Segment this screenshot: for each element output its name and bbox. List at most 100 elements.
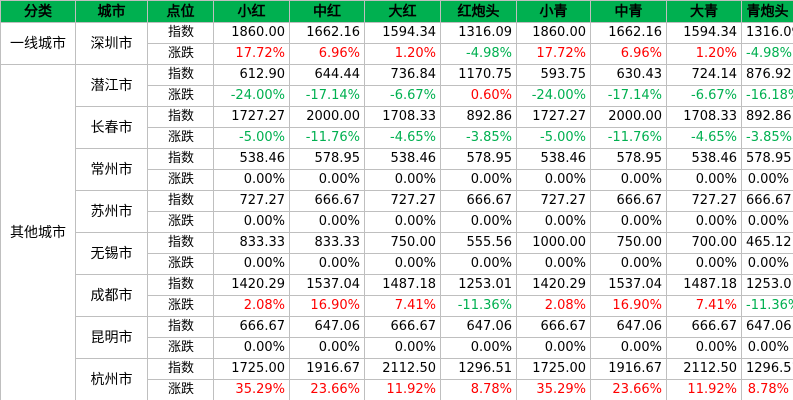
value-cell: 727.27 <box>666 190 742 212</box>
header-cell: 城市 <box>75 0 148 23</box>
metric-label: 涨跌 <box>147 379 214 400</box>
value-cell: 666.67 <box>666 316 742 338</box>
header-cell: 小青 <box>516 0 591 23</box>
metric-label: 指数 <box>147 64 214 86</box>
value-cell: 1860.00 <box>213 22 290 44</box>
city-cell: 昆明市 <box>75 316 148 359</box>
value-cell: 0.00% <box>590 337 667 359</box>
value-cell: 555.56 <box>440 232 517 254</box>
value-cell: -6.67% <box>364 85 441 107</box>
value-cell: 1487.18 <box>364 274 441 296</box>
value-cell: 666.67 <box>741 190 793 212</box>
value-cell: 0.00% <box>741 253 793 275</box>
category-cell: 其他城市 <box>0 64 76 400</box>
table-row: 一线城市 深圳市 指数 1860.00 1662.16 1594.34 1316.09 186… <box>0 22 793 65</box>
value-cell: 700.00 <box>666 232 742 254</box>
city-cell: 杭州市 <box>75 358 148 400</box>
value-cell: 0.00% <box>289 211 365 233</box>
value-cell: 2112.50 <box>364 358 441 380</box>
value-cell: 593.75 <box>516 64 591 86</box>
table-row: 苏州市 指数 727.27 666.67 727.27 666.67 727.27 666.6… <box>1 190 793 233</box>
value-cell: 7.41% <box>666 295 742 317</box>
value-cell: 666.67 <box>440 190 517 212</box>
value-cell: 727.27 <box>213 190 290 212</box>
value-cell: 0.00% <box>741 337 793 359</box>
metric-label: 指数 <box>147 316 214 338</box>
value-cell: 1594.34 <box>666 22 742 44</box>
value-cell: 1662.16 <box>289 22 365 44</box>
value-cell: 666.67 <box>213 316 290 338</box>
value-cell: 736.84 <box>364 64 441 86</box>
value-cell: 0.00% <box>289 337 365 359</box>
city-cell: 无锡市 <box>75 232 148 275</box>
value-cell: 6.96% <box>289 43 365 65</box>
value-cell: -24.00% <box>516 85 591 107</box>
value-cell: 0.00% <box>741 169 793 191</box>
value-cell: 0.00% <box>516 253 591 275</box>
header-cell: 分类 <box>0 0 76 23</box>
value-cell: 876.92 <box>741 64 793 86</box>
value-cell: 0.00% <box>590 253 667 275</box>
value-cell: -11.76% <box>590 127 667 149</box>
value-cell: 538.46 <box>666 148 742 170</box>
value-cell: 16.90% <box>289 295 365 317</box>
city-cell: 苏州市 <box>75 190 148 233</box>
value-cell: -6.67% <box>666 85 742 107</box>
value-cell: 11.92% <box>666 379 742 400</box>
metric-label: 指数 <box>147 232 214 254</box>
value-cell: 2.08% <box>516 295 591 317</box>
category-cell: 一线城市 <box>0 22 76 65</box>
value-cell: 538.46 <box>213 148 290 170</box>
table-row: 成都市 指数 1420.29 1537.04 1487.18 1253.01 1420.29… <box>1 274 793 317</box>
metric-label: 指数 <box>147 358 214 380</box>
table-row: 杭州市 指数 1725.00 1916.67 2112.50 1296.51 1725.00… <box>1 358 793 400</box>
value-cell: 1296.51 <box>741 358 793 380</box>
value-cell: 2000.00 <box>289 106 365 128</box>
value-cell: -11.36% <box>440 295 517 317</box>
header-cell: 青炮头 <box>741 0 793 23</box>
value-cell: 35.29% <box>213 379 290 400</box>
value-cell: 1.20% <box>666 43 742 65</box>
metric-label: 涨跌 <box>147 85 214 107</box>
value-cell: 0.00% <box>364 337 441 359</box>
metric-label: 指数 <box>147 190 214 212</box>
value-cell: 0.00% <box>440 253 517 275</box>
city-cell: 成都市 <box>75 274 148 317</box>
value-cell: 1487.18 <box>666 274 742 296</box>
metric-label: 指数 <box>147 106 214 128</box>
value-cell: -11.76% <box>289 127 365 149</box>
value-cell: 538.46 <box>516 148 591 170</box>
value-cell: 0.00% <box>289 253 365 275</box>
value-cell: 1316.09 <box>440 22 517 44</box>
value-cell: 666.67 <box>590 190 667 212</box>
value-cell: 750.00 <box>364 232 441 254</box>
header-cell: 大青 <box>666 0 742 23</box>
value-cell: 727.27 <box>516 190 591 212</box>
value-cell: 0.00% <box>516 337 591 359</box>
table-row: 其他城市 潜江市 指数 612.90 644.44 736.84 1170.75 593.75… <box>0 64 793 400</box>
table-row: 涨跌 0.00% 0.00% 0.00% 0.00% 0.00% 0.00% 0.00% 0.0… <box>1 337 793 359</box>
value-cell: 0.00% <box>741 211 793 233</box>
header-cell: 点位 <box>147 0 214 23</box>
metric-label: 涨跌 <box>147 253 214 275</box>
value-cell: 724.14 <box>666 64 742 86</box>
header-cell: 中红 <box>289 0 365 23</box>
table-row: 涨跌 -5.00% -11.76% -4.65% -3.85% -5.00% -11.76%… <box>1 127 793 149</box>
value-cell: 8.78% <box>440 379 517 400</box>
value-cell: 1725.00 <box>213 358 290 380</box>
header-cell: 红炮头 <box>440 0 517 23</box>
value-cell: 0.00% <box>213 211 290 233</box>
metric-label: 涨跌 <box>147 211 214 233</box>
value-cell: 23.66% <box>590 379 667 400</box>
value-cell: -17.14% <box>590 85 667 107</box>
value-cell: -3.85% <box>440 127 517 149</box>
value-cell: 1662.16 <box>590 22 667 44</box>
value-cell: 1708.33 <box>364 106 441 128</box>
value-cell: -4.98% <box>741 43 793 65</box>
value-cell: 0.00% <box>666 253 742 275</box>
value-cell: 630.43 <box>590 64 667 86</box>
value-cell: 647.06 <box>440 316 517 338</box>
city-cell: 长春市 <box>75 106 148 149</box>
